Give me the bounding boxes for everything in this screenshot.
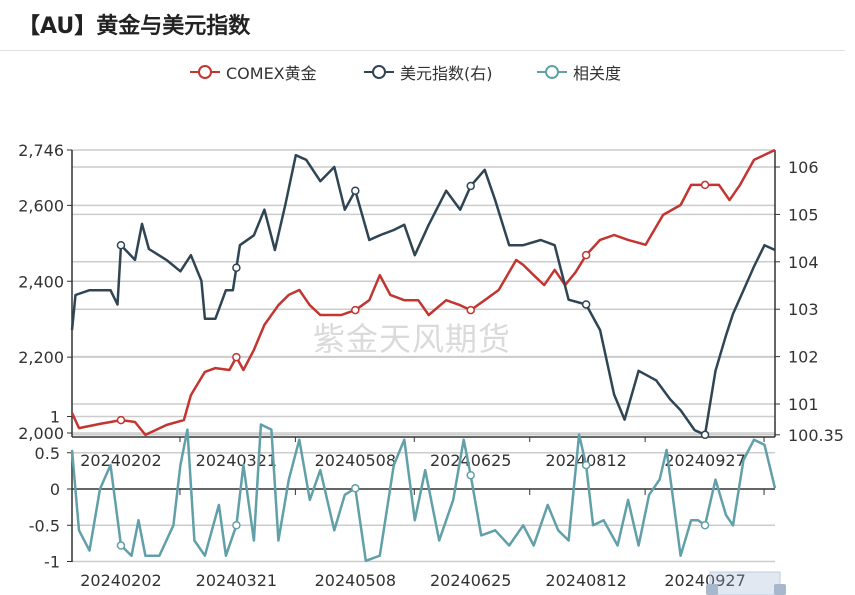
y-left-tick-label: 2,600: [18, 196, 64, 215]
data-point-marker: [116, 240, 126, 250]
x-tick-label-top: 20240202: [80, 451, 161, 470]
legend-line-circle-icon: [190, 65, 220, 79]
correlation-series-line: [70, 423, 777, 563]
legend-label: 相关度: [573, 64, 622, 83]
data-point-marker: [700, 430, 710, 440]
x-tick-label-bottom: 20240927: [664, 571, 745, 590]
data-point-marker: [232, 263, 241, 272]
data-point-marker: [351, 305, 360, 315]
y-corr-tick-label: 1: [50, 408, 60, 427]
watermark: 紫金天风期货: [313, 320, 512, 358]
x-tick-label-bottom: 20240202: [80, 571, 161, 590]
x-tick-label-bottom: 20240625: [430, 571, 511, 590]
datazoom-handle-left[interactable]: [706, 584, 718, 595]
y-right-tick-label: 106: [788, 158, 819, 177]
data-point-marker: [466, 181, 475, 191]
x-tick-label-top: 20240625: [430, 451, 511, 470]
datazoom-handle-right[interactable]: [774, 584, 786, 595]
y-right-tick-label: 102: [788, 348, 819, 367]
data-point-marker: [700, 180, 710, 190]
legend-item-gold[interactable]: COMEX黄金: [190, 60, 317, 84]
x-tick-label-bottom: 20240321: [196, 571, 277, 590]
data-point-marker: [351, 186, 360, 195]
x-tick-label-top: 20240927: [664, 451, 745, 470]
legend-line-circle-icon: [364, 65, 394, 79]
y-left-tick-label: 2,000: [18, 424, 64, 443]
data-point-marker: [116, 541, 126, 550]
y-left-tick-label: 2,746: [18, 141, 64, 160]
dxy-series-line: [70, 153, 776, 437]
data-point-marker: [581, 250, 591, 260]
datazoom-selection: [709, 571, 781, 595]
y-left-tick-label: 2,400: [18, 272, 64, 291]
y-left-tick-label: 2,200: [18, 348, 64, 367]
data-point-marker: [232, 521, 241, 530]
y-right-tick-label: 103: [788, 300, 819, 319]
y-corr-tick-label: -0.5: [29, 516, 60, 535]
legend-item-dxy[interactable]: 美元指数(右): [364, 60, 493, 84]
data-point-marker: [116, 415, 126, 425]
y-right-tick-label: 100.35: [788, 426, 844, 445]
y-right-tick-label: 101: [788, 395, 819, 414]
data-point-marker: [351, 484, 360, 493]
data-point-marker: [581, 300, 591, 309]
page-title: 【AU】黄金与美元指数: [18, 14, 251, 39]
data-point-marker: [466, 470, 475, 480]
legend-item-corr[interactable]: 相关度: [537, 60, 621, 84]
y-corr-tick-label: -1: [44, 553, 60, 572]
legend-line-circle-icon: [537, 65, 567, 79]
title-divider: [0, 50, 845, 51]
x-tick-label-top: 20240321: [196, 451, 277, 470]
data-point-marker: [700, 521, 710, 530]
x-tick-label-bottom: 20240508: [315, 571, 396, 590]
y-corr-tick-label: 0.5: [35, 444, 60, 463]
legend-label: 美元指数(右): [400, 64, 493, 83]
y-corr-tick-label: 0: [50, 480, 60, 499]
data-point-marker: [232, 352, 241, 362]
y-right-tick-label: 105: [788, 205, 819, 224]
y-right-tick-label: 104: [788, 253, 819, 272]
gold-series-line: [70, 148, 776, 437]
x-tick-label-top: 20240508: [315, 451, 396, 470]
x-tick-label-bottom: 20240812: [545, 571, 626, 590]
data-point-marker: [466, 305, 475, 315]
legend-label: COMEX黄金: [226, 64, 317, 83]
data-point-marker: [581, 460, 591, 470]
